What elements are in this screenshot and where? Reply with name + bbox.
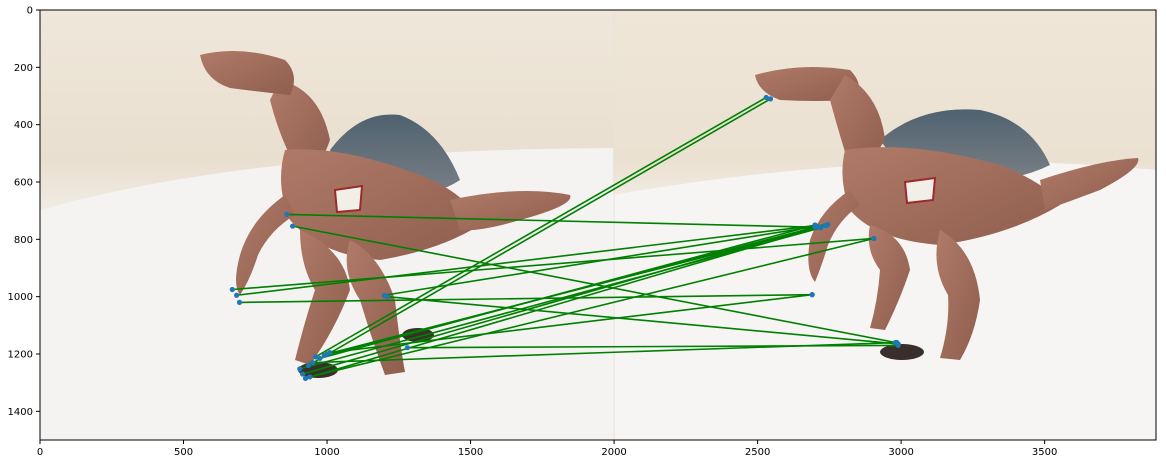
right-dino-foot bbox=[880, 344, 924, 360]
background-photo bbox=[40, 10, 1156, 440]
keypoint-left-4 bbox=[236, 299, 243, 305]
x-tick-label-1000: 1000 bbox=[314, 447, 339, 458]
match-line-2 bbox=[232, 237, 874, 291]
right-dino-arm bbox=[808, 190, 860, 282]
keypoint-right-8 bbox=[763, 94, 769, 101]
y-tick-label-600: 600 bbox=[14, 178, 33, 189]
right-dino-head bbox=[755, 66, 859, 101]
match-line-5 bbox=[384, 223, 829, 297]
y-tick-label-1400: 1400 bbox=[8, 407, 33, 418]
match-line-16 bbox=[305, 224, 826, 380]
left-dino-front-leg bbox=[295, 230, 350, 365]
keypoint-right-18 bbox=[767, 96, 774, 102]
keypoint-left-6 bbox=[384, 294, 390, 300]
right-dino-rear-leg bbox=[936, 230, 980, 360]
keypoint-right-14 bbox=[818, 225, 824, 231]
x-tick-label-0: 0 bbox=[37, 447, 43, 458]
plot-frame bbox=[39, 9, 1157, 441]
left-dino-chest-stripes bbox=[333, 184, 364, 214]
keypoint-left-18 bbox=[305, 362, 311, 369]
keypoint-left-0 bbox=[284, 211, 290, 217]
keypoint-right-12 bbox=[809, 292, 815, 298]
y-tick-label-0: 0 bbox=[27, 6, 33, 17]
match-line-15 bbox=[302, 226, 816, 375]
y-tick-label-1000: 1000 bbox=[8, 292, 33, 303]
right-dino-neck bbox=[830, 75, 885, 168]
match-line-6 bbox=[387, 295, 899, 345]
x-tick-label-500: 500 bbox=[174, 447, 193, 458]
y-tick-label-1200: 1200 bbox=[8, 350, 33, 361]
y-tick-label-400: 400 bbox=[14, 120, 33, 131]
left-dino-tail bbox=[450, 191, 571, 231]
y-tick-label-800: 800 bbox=[14, 235, 33, 246]
right-dino-tail bbox=[1040, 158, 1139, 210]
x-tick-label-3000: 3000 bbox=[888, 447, 913, 458]
keypoint-left-3 bbox=[234, 292, 240, 298]
right-dinosaur-toy bbox=[755, 66, 1139, 360]
x-tick-label-3500: 3500 bbox=[1032, 447, 1057, 458]
keypoint-right-15 bbox=[812, 224, 818, 230]
match-line-3 bbox=[236, 224, 816, 297]
left-dino-head bbox=[200, 51, 294, 95]
x-tick-label-2500: 2500 bbox=[745, 447, 770, 458]
match-line-13 bbox=[312, 341, 897, 364]
keypoint-right-13 bbox=[894, 339, 900, 346]
left-dino-rear-leg bbox=[346, 240, 405, 375]
keypoint-left-14 bbox=[297, 366, 303, 372]
keypoint-left-17 bbox=[307, 374, 313, 380]
keypoint-left-2 bbox=[229, 286, 235, 293]
keypoint-left-13 bbox=[310, 360, 316, 366]
left-dino-arm bbox=[236, 195, 295, 295]
right-dino-front-leg bbox=[868, 225, 910, 330]
keypoint-left-7 bbox=[404, 345, 411, 351]
keypoint-left-1 bbox=[289, 223, 296, 229]
x-axis: 0 500 1000 1500 2000 2500 3000 3500 bbox=[37, 440, 1057, 458]
match-line-18 bbox=[307, 98, 771, 367]
keypoint-right-16 bbox=[822, 222, 828, 229]
keypoint-right-17 bbox=[871, 235, 877, 242]
keypoint-left-12 bbox=[327, 349, 333, 356]
y-axis: 0 200 400 600 800 1000 1200 1400 bbox=[8, 6, 40, 418]
match-line-8 bbox=[315, 96, 767, 358]
x-tick-label-1500: 1500 bbox=[458, 447, 483, 458]
match-line-17 bbox=[309, 237, 875, 378]
keypoint-left-16 bbox=[302, 375, 309, 381]
match-line-4 bbox=[239, 293, 813, 304]
match-line-14 bbox=[299, 227, 821, 370]
right-dino-body bbox=[842, 147, 1060, 245]
x-tick-label-2000: 2000 bbox=[601, 447, 626, 458]
right-dino-chest-stripes bbox=[903, 176, 937, 205]
left-dino-body bbox=[281, 149, 480, 260]
match-lines bbox=[232, 96, 899, 380]
keypoint-left-15 bbox=[300, 371, 306, 377]
keypoint-left-8 bbox=[312, 354, 319, 360]
match-points bbox=[229, 94, 901, 381]
y-tick-label-200: 200 bbox=[14, 63, 33, 74]
keypoint-left-9 bbox=[317, 355, 323, 361]
